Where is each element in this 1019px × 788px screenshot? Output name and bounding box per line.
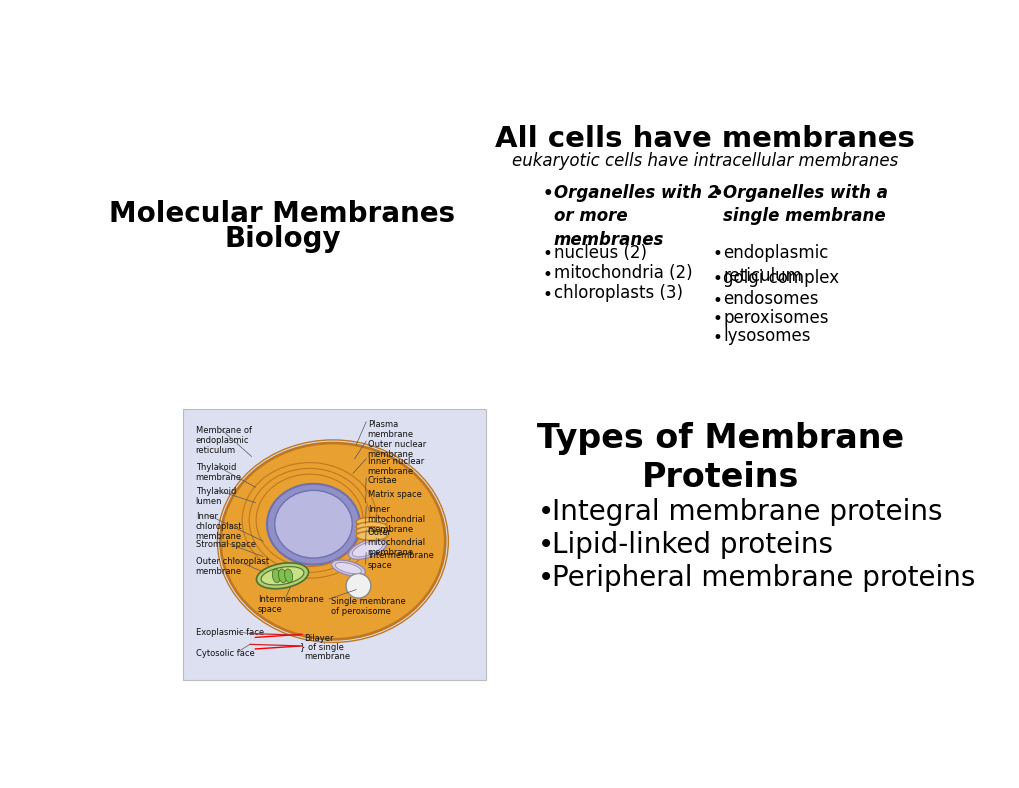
Text: golgi complex: golgi complex xyxy=(722,269,839,287)
Text: •: • xyxy=(542,266,552,284)
FancyBboxPatch shape xyxy=(183,409,485,680)
Text: Plasma
membrane: Plasma membrane xyxy=(368,420,414,440)
Text: nucleus (2): nucleus (2) xyxy=(553,244,646,262)
Text: Thylakoid
membrane: Thylakoid membrane xyxy=(196,463,242,481)
Ellipse shape xyxy=(284,569,292,582)
Ellipse shape xyxy=(356,522,387,531)
Text: Integral membrane proteins: Integral membrane proteins xyxy=(551,498,942,526)
Text: Peripheral membrane proteins: Peripheral membrane proteins xyxy=(551,564,974,592)
Text: •: • xyxy=(542,185,553,203)
Text: Intermembrane
space: Intermembrane space xyxy=(258,595,323,614)
Text: Single membrane
of peroxisome: Single membrane of peroxisome xyxy=(330,597,405,616)
Text: Bilayer: Bilayer xyxy=(304,634,333,642)
Text: •: • xyxy=(538,498,554,526)
Text: Exoplasmic face: Exoplasmic face xyxy=(196,628,264,637)
Text: endosomes: endosomes xyxy=(722,290,818,308)
Text: •: • xyxy=(712,246,721,263)
Text: peroxisomes: peroxisomes xyxy=(722,309,828,326)
Text: membrane: membrane xyxy=(304,652,350,661)
Text: Outer
mitochondrial
membrane: Outer mitochondrial membrane xyxy=(368,528,426,557)
Text: Molecular Membranes: Molecular Membranes xyxy=(109,200,455,228)
Text: Outer chloroplast
membrane: Outer chloroplast membrane xyxy=(196,556,269,575)
Ellipse shape xyxy=(256,563,308,589)
Text: Outer nuclear
membrane: Outer nuclear membrane xyxy=(368,440,426,459)
Ellipse shape xyxy=(220,443,445,639)
Text: •: • xyxy=(542,285,552,303)
Text: Biology: Biology xyxy=(224,225,340,253)
Text: Organelles with a
single membrane: Organelles with a single membrane xyxy=(722,184,888,225)
Text: Matrix space: Matrix space xyxy=(368,490,421,500)
Text: Inner
chloroplast
membrane: Inner chloroplast membrane xyxy=(196,512,242,541)
Ellipse shape xyxy=(331,560,365,576)
Text: Organelles with 2
or more
membranes: Organelles with 2 or more membranes xyxy=(553,184,718,249)
Text: •: • xyxy=(712,329,721,347)
Text: •: • xyxy=(712,185,722,203)
Ellipse shape xyxy=(274,490,352,558)
Text: Stromal space: Stromal space xyxy=(196,540,256,548)
Text: mitochondria (2): mitochondria (2) xyxy=(553,264,692,282)
Ellipse shape xyxy=(278,569,286,582)
Text: •: • xyxy=(538,531,554,559)
Text: All cells have membranes: All cells have membranes xyxy=(494,125,914,153)
Text: •: • xyxy=(712,310,721,328)
Text: Cristae: Cristae xyxy=(368,477,397,485)
Text: •: • xyxy=(542,246,552,263)
Circle shape xyxy=(345,574,371,598)
Ellipse shape xyxy=(352,541,383,557)
Ellipse shape xyxy=(272,569,280,582)
Text: •: • xyxy=(538,564,554,592)
Text: Thylakoid
lumen: Thylakoid lumen xyxy=(196,487,235,507)
Text: Inner nuclear
membrane: Inner nuclear membrane xyxy=(368,457,424,476)
Text: chloroplasts (3): chloroplasts (3) xyxy=(553,284,682,302)
Ellipse shape xyxy=(356,517,387,526)
Text: Cytosolic face: Cytosolic face xyxy=(196,649,254,658)
Text: •: • xyxy=(712,292,721,310)
Ellipse shape xyxy=(356,526,387,536)
Ellipse shape xyxy=(356,531,387,541)
Text: Membrane of
endoplasmic
reticulum: Membrane of endoplasmic reticulum xyxy=(196,426,252,455)
Text: Intermembrane
space: Intermembrane space xyxy=(368,551,433,571)
Ellipse shape xyxy=(348,538,386,559)
Text: } of single: } of single xyxy=(300,643,343,652)
Ellipse shape xyxy=(261,567,304,585)
Ellipse shape xyxy=(267,484,360,565)
Text: Types of Membrane
Proteins: Types of Membrane Proteins xyxy=(536,422,903,494)
Text: eukaryotic cells have intracellular membranes: eukaryotic cells have intracellular memb… xyxy=(512,152,897,169)
Text: Lipid-linked proteins: Lipid-linked proteins xyxy=(551,531,833,559)
Ellipse shape xyxy=(335,563,361,574)
Text: •: • xyxy=(712,270,721,288)
Text: Inner
mitochondrial
membrane: Inner mitochondrial membrane xyxy=(368,505,426,534)
Text: endoplasmic
reticulum: endoplasmic reticulum xyxy=(722,244,828,284)
Text: lysosomes: lysosomes xyxy=(722,327,810,345)
